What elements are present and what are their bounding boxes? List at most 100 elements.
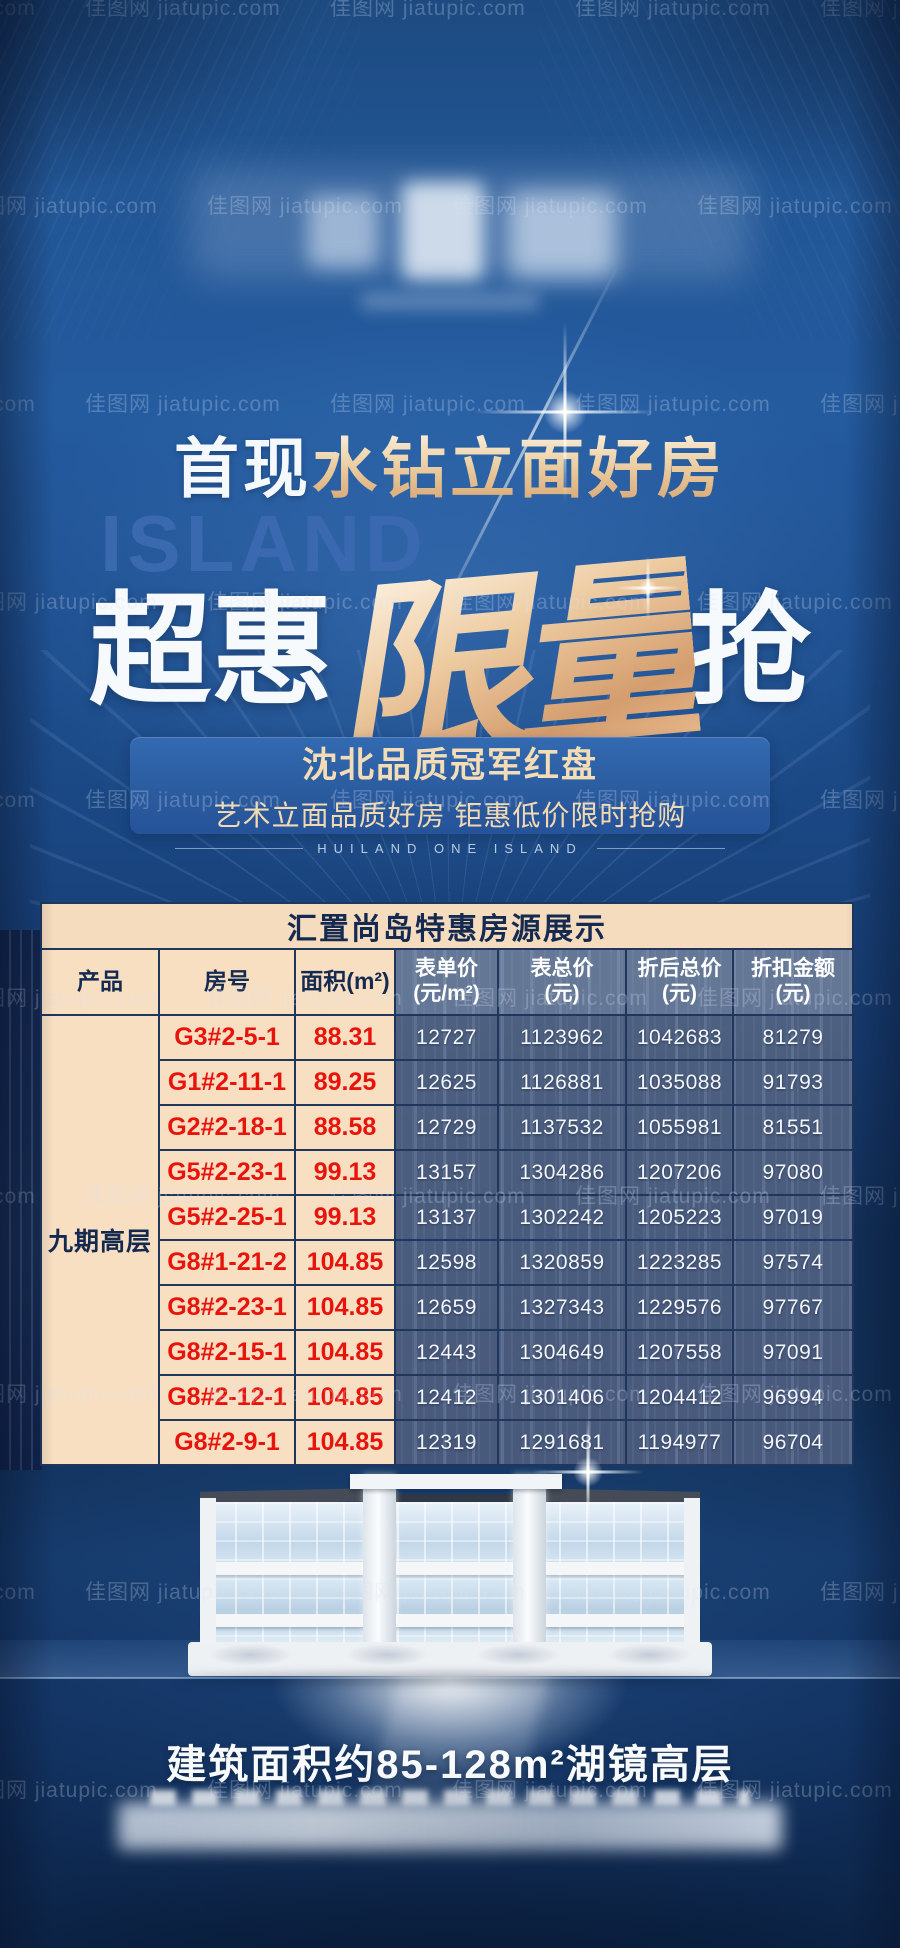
list-price-cell: 1302242 — [497, 1194, 627, 1241]
watermark-text: 佳图网 jiatupic.com — [0, 393, 36, 416]
column-header: 面积(m²) — [294, 948, 396, 1016]
promo-banner: 沈北品质冠军红盘 艺术立面品质好房 钜惠低价限时抢购 — [130, 737, 770, 834]
list-price-cell: 1123962 — [497, 1014, 627, 1061]
table-row: G8#2-9-1 104.85 12319 1291681 1194977 96704 — [41, 1419, 854, 1466]
area-cell: 104.85 — [294, 1419, 396, 1466]
building-floor-slab-1 — [200, 1562, 700, 1575]
left-edge-streaks — [0, 930, 42, 1470]
room-cell: G8#2-12-1 — [158, 1374, 296, 1421]
discounted-price-cell: 1042683 — [625, 1014, 734, 1061]
unit-price-cell: 12412 — [394, 1374, 499, 1421]
table-row: G8#2-12-1 104.85 12412 1301406 1204412 96994 — [41, 1374, 854, 1421]
watermark-text: 佳图网 jiatupic.com — [575, 393, 771, 416]
table-row: G8#2-15-1 104.85 12443 1304649 1207558 97091 — [41, 1329, 854, 1376]
list-price-cell: 1304649 — [497, 1329, 627, 1376]
discount-amount-cell: 91793 — [732, 1059, 854, 1106]
room-cell: G3#2-5-1 — [158, 1014, 296, 1061]
list-price-cell: 1126881 — [497, 1059, 627, 1106]
table-row: G5#2-25-1 99.13 13137 1302242 1205223 97019 — [41, 1194, 854, 1241]
list-price-cell: 1327343 — [497, 1284, 627, 1331]
blurred-logo-mark-1 — [308, 196, 378, 268]
column-header: 表单价 (元/m²) — [394, 948, 499, 1016]
unit-price-cell: 12659 — [394, 1284, 499, 1331]
column-header: 折后总价 (元) — [625, 948, 734, 1016]
product-group-cell: 九期高层 — [40, 1014, 160, 1466]
price-table-section: 汇置尚岛特惠房源展示 产品 房号 面积(m²) 表单价 (元/m²) 表总价 (元) 折后… — [40, 902, 854, 1466]
watermark-text: 佳图网 jiatupic.com — [85, 393, 281, 416]
area-cell: 89.25 — [294, 1059, 396, 1106]
list-price-cell: 1301406 — [497, 1374, 627, 1421]
table-title-row: 汇置尚岛特惠房源展示 — [40, 902, 854, 950]
hero-subtitle: 首现水钻立面好房 — [0, 416, 900, 510]
room-cell: G5#2-23-1 — [158, 1149, 296, 1196]
watermark-text: 佳图网 jiatupic.com — [0, 1581, 36, 1604]
room-cell: G8#1-21-2 — [158, 1239, 296, 1286]
table-row: G1#2-11-1 89.25 12625 1126881 1035088 91793 — [41, 1059, 854, 1106]
discount-amount-cell: 81279 — [732, 1014, 854, 1061]
tagline-text: HUILAND ONE ISLAND — [317, 840, 583, 856]
area-cell: 104.85 — [294, 1239, 396, 1286]
column-header: 房号 — [158, 948, 296, 1016]
footer-area-line: 建筑面积约85-128m²湖镜高层 — [166, 1743, 734, 1787]
discounted-price-cell: 1223285 — [625, 1239, 734, 1286]
hero-headline: 超惠 限量 抢 — [0, 534, 900, 795]
discounted-price-cell: 1035088 — [625, 1059, 734, 1106]
building-illustration — [178, 1474, 722, 1684]
discounted-price-cell: 1194977 — [625, 1419, 734, 1466]
unit-price-cell: 12598 — [394, 1239, 499, 1286]
area-cell: 88.58 — [294, 1104, 396, 1151]
headline-right: 抢 — [689, 582, 811, 719]
column-header: 产品 — [40, 948, 160, 1016]
table-row: G5#2-23-1 99.13 13157 1304286 1207206 97080 — [41, 1149, 854, 1196]
unit-price-cell: 12727 — [394, 1014, 499, 1061]
blurred-logo-subline — [360, 294, 540, 309]
unit-price-cell: 13157 — [394, 1149, 499, 1196]
building-corner-pier-right — [684, 1498, 700, 1650]
tagline-rule-right — [596, 847, 725, 849]
table-title: 汇置尚岛特惠房源展示 — [40, 902, 854, 950]
hero-subtitle-highlight: 水钻立面好房 — [312, 432, 727, 505]
building-portal-pier-left — [363, 1474, 396, 1650]
hero-subtitle-prefix: 首现 — [173, 432, 312, 505]
building-ground-shadow — [178, 1674, 722, 1684]
room-cell: G8#2-9-1 — [158, 1419, 296, 1466]
building-floor-slab-2 — [200, 1614, 700, 1627]
table-row: G8#1-21-2 104.85 12598 1320859 1223285 97574 — [41, 1239, 854, 1286]
discount-amount-cell: 97019 — [732, 1194, 854, 1241]
list-price-cell: 1304286 — [497, 1149, 627, 1196]
area-cell: 104.85 — [294, 1374, 396, 1421]
blurred-logo-mark-2 — [402, 182, 484, 280]
watermark-text: 佳图网 jiatupic.com — [330, 393, 526, 416]
building-portal-pier-right — [513, 1474, 546, 1650]
discount-amount-cell: 97091 — [732, 1329, 854, 1376]
watermark-text: 佳图网 jiatupic.com — [820, 393, 900, 416]
blurred-contact-bar — [118, 1802, 782, 1850]
area-cell: 99.13 — [294, 1149, 396, 1196]
area-cell: 104.85 — [294, 1284, 396, 1331]
area-cell: 99.13 — [294, 1194, 396, 1241]
watermark-text: 佳图网 jiatupic.com — [820, 1581, 900, 1604]
unit-price-cell: 12625 — [394, 1059, 499, 1106]
table-row: 九期高层 G3#2-5-1 88.31 12727 1123962 1042683 8127… — [40, 1014, 854, 1466]
unit-price-cell: 12443 — [394, 1329, 499, 1376]
discount-amount-cell: 96704 — [732, 1419, 854, 1466]
discounted-price-cell: 1205223 — [625, 1194, 734, 1241]
list-price-cell: 1320859 — [497, 1239, 627, 1286]
blurred-logo-mark-3 — [508, 192, 616, 278]
discount-amount-cell: 97767 — [732, 1284, 854, 1331]
tagline-row: HUILAND ONE ISLAND — [0, 838, 900, 858]
list-price-cell: 1291681 — [497, 1419, 627, 1466]
discount-amount-cell: 96994 — [732, 1374, 854, 1421]
table-row: G2#2-18-1 88.58 12729 1137532 1055981 81551 — [41, 1104, 854, 1151]
discount-amount-cell: 81551 — [732, 1104, 854, 1151]
discounted-price-cell: 1229576 — [625, 1284, 734, 1331]
banner-line2: 艺术立面品质好房 钜惠低价限时抢购 — [213, 800, 687, 831]
column-header: 折扣金额 (元) — [732, 948, 854, 1016]
area-cell: 104.85 — [294, 1329, 396, 1376]
table-header-row: 产品 房号 面积(m²) 表单价 (元/m²) 表总价 (元) 折后总价 (元) 折扣金额 … — [40, 948, 854, 1016]
headline-left: 超惠 — [88, 582, 333, 719]
discounted-price-cell: 1055981 — [625, 1104, 734, 1151]
unit-price-cell: 12729 — [394, 1104, 499, 1151]
discount-amount-cell: 97574 — [732, 1239, 854, 1286]
table-row: G8#2-23-1 104.85 12659 1327343 1229576 97767 — [41, 1284, 854, 1331]
